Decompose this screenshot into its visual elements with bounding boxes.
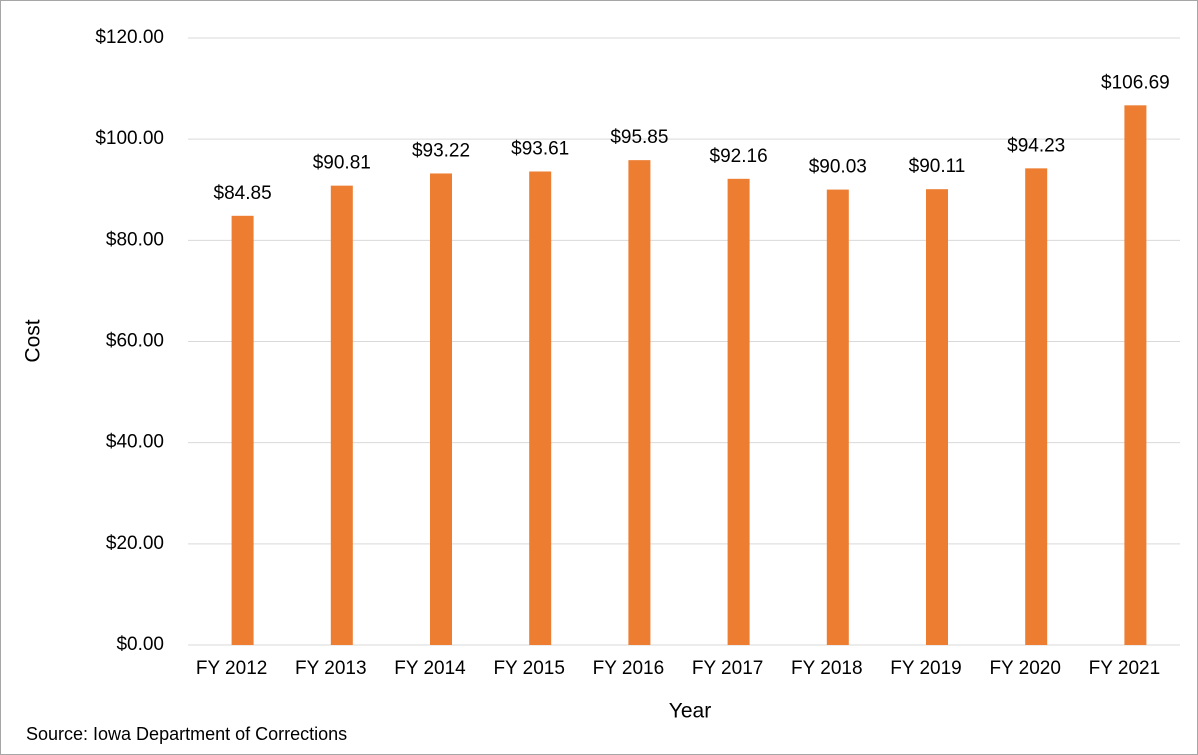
bar: [1025, 168, 1048, 645]
data-label: $106.69: [1101, 72, 1170, 93]
y-axis-label: Cost: [22, 319, 45, 362]
y-tick-label: $60.00: [106, 331, 164, 352]
data-label: $94.23: [1007, 135, 1065, 156]
data-label: $95.85: [610, 127, 668, 148]
y-tick-label: $80.00: [106, 229, 164, 250]
x-tick-label: FY 2017: [692, 658, 763, 679]
data-label: $90.81: [313, 153, 371, 174]
bar: [628, 160, 651, 645]
x-tick-label: FY 2013: [295, 658, 366, 679]
x-tick-label: FY 2018: [791, 658, 862, 679]
data-label: $84.85: [214, 183, 272, 204]
bar: [430, 173, 452, 646]
x-tick-label: FY 2020: [989, 658, 1060, 679]
bar: [727, 178, 750, 645]
x-tick-label: FY 2019: [890, 658, 961, 679]
y-tick-label: $100.00: [95, 128, 164, 149]
y-tick-label: $40.00: [106, 432, 164, 453]
bar: [926, 189, 948, 645]
data-label: $90.11: [909, 156, 966, 177]
x-tick-label: FY 2016: [593, 658, 664, 679]
bar: [1124, 105, 1147, 645]
bar: [231, 215, 254, 645]
bar: [826, 189, 849, 645]
x-tick-label: FY 2012: [196, 658, 267, 679]
bar: [529, 171, 552, 645]
source-note: Source: Iowa Department of Corrections: [26, 724, 347, 744]
y-tick-label: $20.00: [106, 533, 164, 554]
x-tick-label: FY 2014: [394, 658, 466, 679]
bar: [330, 185, 353, 645]
data-label: $93.22: [412, 140, 470, 161]
x-tick-label: FY 2021: [1089, 658, 1160, 679]
y-tick-label: $0.00: [116, 634, 164, 655]
data-label: $92.16: [710, 146, 768, 167]
data-label: $93.61: [511, 139, 569, 160]
data-label: $90.03: [809, 157, 867, 178]
x-tick-label: FY 2015: [493, 658, 564, 679]
x-axis-label: Year: [669, 700, 711, 723]
y-tick-label: $120.00: [95, 27, 164, 48]
